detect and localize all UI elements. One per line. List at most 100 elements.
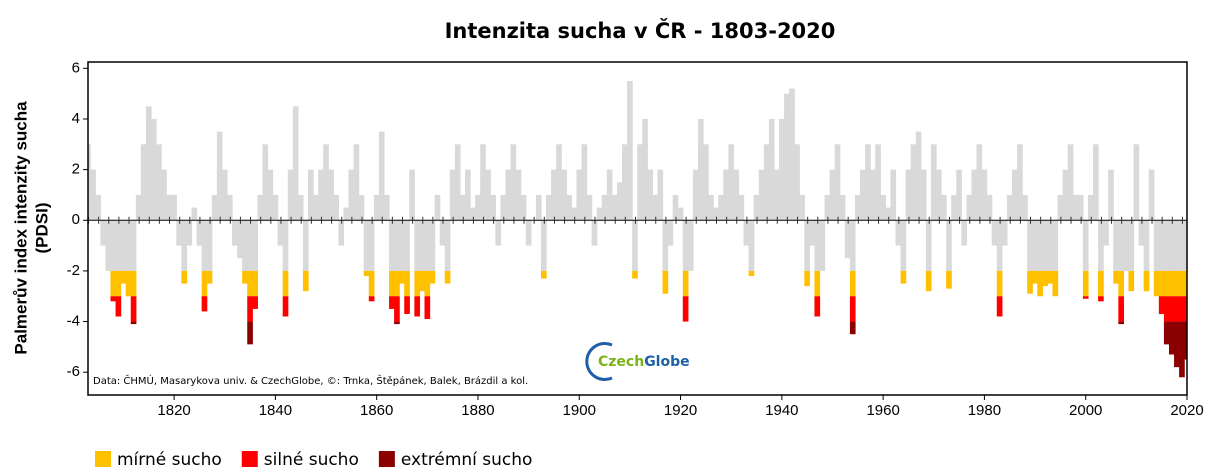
bar — [434, 194, 441, 221]
bar — [677, 207, 684, 221]
bar — [1077, 194, 1084, 221]
y-tick-label: -2 — [67, 262, 80, 279]
bar — [566, 194, 572, 221]
bar — [1098, 220, 1104, 271]
bar — [1017, 144, 1023, 221]
bar-drought — [1052, 270, 1059, 297]
bar-drought — [130, 296, 137, 322]
bar — [176, 220, 182, 246]
bar — [196, 220, 203, 246]
bar — [308, 169, 314, 221]
bar — [100, 220, 107, 246]
bar-drought — [1184, 270, 1187, 297]
bar — [875, 144, 881, 221]
bar-drought — [302, 270, 309, 292]
bar — [95, 194, 101, 221]
bar — [905, 169, 912, 221]
bar — [140, 144, 147, 221]
bar — [404, 220, 410, 271]
bar-drought — [996, 296, 1003, 317]
bar — [591, 220, 598, 246]
bar — [226, 194, 233, 221]
bar — [920, 169, 927, 221]
bar — [1057, 194, 1064, 221]
bar-drought — [247, 270, 253, 297]
y-tick-label: 4 — [72, 110, 80, 127]
bar — [282, 220, 289, 271]
bar — [105, 220, 112, 271]
bar — [237, 220, 243, 259]
bar — [819, 220, 826, 271]
bar-drought — [1184, 296, 1187, 322]
bar-drought — [399, 270, 405, 284]
bar-drought — [1163, 270, 1170, 297]
y-tick-label: -4 — [67, 313, 80, 330]
axes: -6 -4 -2 0 2 4 6 1820 1840 1860 1880 1900 1920 1940 19… — [67, 59, 1204, 419]
bar — [1087, 194, 1094, 221]
bar — [829, 169, 836, 221]
bar-drought — [1184, 321, 1187, 360]
bar — [758, 169, 765, 221]
bar — [535, 194, 542, 221]
bar-drought — [682, 296, 689, 322]
bar — [723, 169, 729, 221]
y-axis-label: (PDSI) — [32, 203, 51, 254]
bar — [1163, 220, 1170, 271]
bar — [637, 144, 643, 221]
bar-drought — [1158, 296, 1165, 314]
bar — [692, 169, 699, 221]
bar — [1158, 220, 1165, 271]
bar — [708, 194, 714, 221]
bar — [763, 144, 770, 221]
bar — [287, 169, 294, 221]
bar — [156, 144, 162, 221]
bar-drought — [1163, 296, 1170, 322]
bar — [622, 144, 628, 221]
bar — [779, 118, 785, 221]
bar — [490, 194, 496, 221]
bar — [232, 220, 238, 246]
bar-drought — [394, 321, 400, 325]
bar — [1072, 194, 1079, 221]
bar — [733, 169, 740, 221]
bar — [784, 93, 790, 221]
bar — [125, 220, 132, 271]
bar — [292, 106, 299, 221]
bar — [606, 169, 613, 221]
bar — [1184, 220, 1187, 271]
bar-drought — [748, 270, 755, 276]
chart-title: Intenzita sucha v ČR - 1803-2020 — [445, 18, 836, 43]
bar — [1027, 220, 1033, 271]
bar-drought — [1082, 270, 1089, 297]
bar — [581, 144, 588, 221]
bar-drought — [201, 296, 208, 312]
bar — [216, 131, 223, 221]
bar-drought — [424, 270, 431, 297]
bar-drought — [1098, 296, 1104, 302]
bar — [936, 169, 942, 221]
bar-drought — [419, 270, 426, 292]
bar — [115, 220, 122, 271]
bar — [849, 220, 856, 271]
bar — [88, 144, 91, 221]
bar — [930, 144, 937, 221]
x-tick-label: 1840 — [259, 402, 292, 419]
bar — [951, 194, 957, 221]
bar — [794, 144, 800, 221]
bar — [804, 220, 810, 271]
bar — [773, 169, 780, 221]
bar-drought — [394, 270, 400, 297]
bar — [1042, 220, 1049, 271]
bar-drought — [849, 270, 856, 297]
bar — [789, 88, 795, 221]
bar — [181, 220, 188, 271]
plot-frame — [87, 61, 1188, 396]
bar-drought — [110, 296, 117, 302]
bar-drought — [1037, 270, 1043, 297]
bar — [713, 207, 719, 221]
bar — [1032, 220, 1038, 271]
bar-drought — [1174, 321, 1180, 368]
bar-drought — [247, 321, 253, 345]
bar — [252, 220, 258, 271]
bar-drought — [414, 296, 421, 317]
